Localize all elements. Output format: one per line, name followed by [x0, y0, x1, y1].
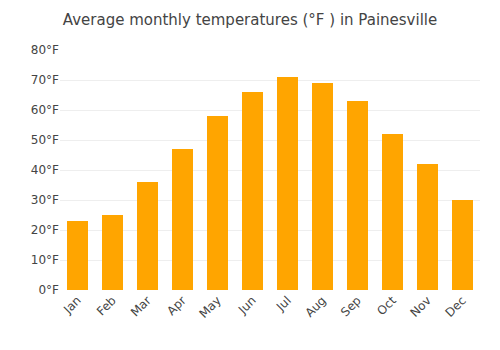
svg-text:Apr: Apr — [164, 293, 189, 318]
svg-text:Jan: Jan — [60, 293, 84, 317]
svg-text:Dec: Dec — [443, 293, 469, 319]
svg-text:50°F: 50°F — [31, 133, 59, 147]
svg-text:Average monthly temperatures (: Average monthly temperatures (°F ) in Pa… — [63, 11, 437, 29]
svg-text:Aug: Aug — [302, 293, 328, 319]
svg-text:Nov: Nov — [407, 293, 433, 319]
svg-text:May: May — [196, 293, 223, 320]
svg-text:40°F: 40°F — [31, 163, 59, 177]
svg-text:30°F: 30°F — [31, 193, 59, 207]
svg-text:80°F: 80°F — [31, 43, 59, 57]
svg-text:Feb: Feb — [94, 293, 119, 318]
svg-text:Mar: Mar — [128, 293, 154, 319]
svg-text:Sep: Sep — [338, 293, 364, 319]
svg-text:0°F: 0°F — [38, 283, 59, 297]
svg-text:20°F: 20°F — [31, 223, 59, 237]
svg-text:10°F: 10°F — [31, 253, 59, 267]
svg-text:Jul: Jul — [273, 293, 294, 314]
svg-text:Oct: Oct — [374, 293, 399, 318]
svg-text:60°F: 60°F — [31, 103, 59, 117]
svg-text:Jun: Jun — [235, 293, 259, 317]
svg-text:70°F: 70°F — [31, 73, 59, 87]
